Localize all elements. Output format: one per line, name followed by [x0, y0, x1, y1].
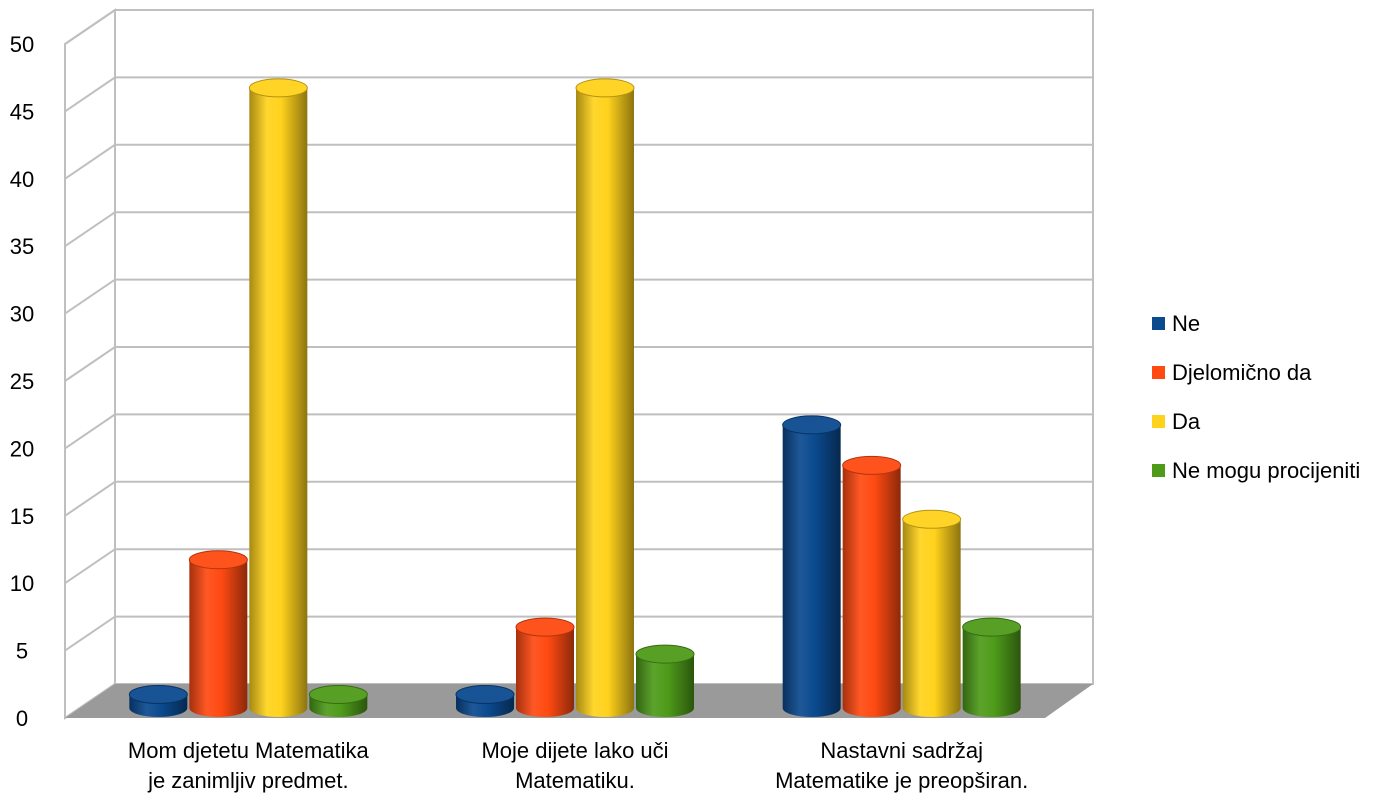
- gridline-30: [64, 278, 1093, 315]
- category-label-2-line-2: Matematiku.: [515, 768, 635, 793]
- legend-label-2: Djelomično da: [1172, 360, 1312, 385]
- bar-ne-mogu-procijeniti-3: [962, 617, 1022, 717]
- legend-swatch-4: [1152, 464, 1165, 477]
- gridline-25: [64, 346, 1093, 382]
- category-label-3-line-2: Matematike je preopširan.: [775, 768, 1028, 793]
- bar-ne-1: [128, 685, 188, 717]
- bar-da-2: [575, 78, 635, 718]
- y-tick-label-15: 15: [10, 504, 34, 529]
- gridline-50: [64, 9, 1093, 45]
- gridlines: [64, 9, 1093, 652]
- legend-label-3: Da: [1172, 409, 1201, 434]
- category-label-1-line-2: je zanimljiv predmet.: [147, 768, 349, 793]
- bar-ne-mogu-procijeniti-1: [308, 685, 368, 717]
- y-tick-label-40: 40: [10, 167, 34, 192]
- bar-da-1: [248, 78, 308, 718]
- y-tick-label-10: 10: [10, 571, 34, 596]
- gridline-35: [64, 211, 1093, 248]
- bar-da-3: [902, 509, 962, 717]
- gridline-10: [64, 548, 1093, 585]
- bar-djelomi-no-da-3: [842, 455, 902, 717]
- y-axis: 0 5 10 15 20 25 30 35 40 45 50: [10, 32, 34, 731]
- bar-ne-2: [455, 685, 515, 717]
- gridline-5: [64, 615, 1093, 652]
- legend-label-1: Ne: [1172, 311, 1200, 336]
- y-tick-label-20: 20: [10, 436, 34, 461]
- legend-swatch-1: [1152, 317, 1165, 330]
- y-tick-label-45: 45: [10, 99, 34, 124]
- category-label-1-line-1: Mom djetetu Matematika: [128, 738, 370, 763]
- y-tick-label-5: 5: [16, 639, 28, 664]
- bar-djelomi-no-da-1: [188, 550, 248, 717]
- legend: Ne Djelomično da Da Ne mogu procijeniti: [1152, 311, 1360, 483]
- y-tick-label-0: 0: [16, 706, 28, 731]
- bars: [128, 78, 1022, 718]
- gridline-20: [64, 413, 1093, 450]
- legend-swatch-3: [1152, 415, 1165, 428]
- category-label-2-line-1: Moje dijete lako uči: [481, 738, 668, 763]
- legend-swatch-2: [1152, 366, 1165, 379]
- bar-ne-3: [782, 415, 842, 717]
- bar-ne-mogu-procijeniti-2: [635, 644, 695, 717]
- y-tick-label-35: 35: [10, 234, 34, 259]
- category-label-3-line-1: Nastavni sadržaj: [820, 738, 983, 763]
- x-axis: Mom djetetu Matematika je zanimljiv predm…: [128, 738, 1028, 793]
- y-tick-label-25: 25: [10, 369, 34, 394]
- gridline-15: [64, 480, 1093, 517]
- gridline-40: [64, 143, 1093, 180]
- gridline-45: [64, 76, 1093, 113]
- bar-djelomi-no-da-2: [515, 617, 575, 717]
- legend-label-4: Ne mogu procijeniti: [1172, 458, 1360, 483]
- y-tick-label-30: 30: [10, 302, 34, 327]
- y-tick-label-50: 50: [10, 32, 34, 57]
